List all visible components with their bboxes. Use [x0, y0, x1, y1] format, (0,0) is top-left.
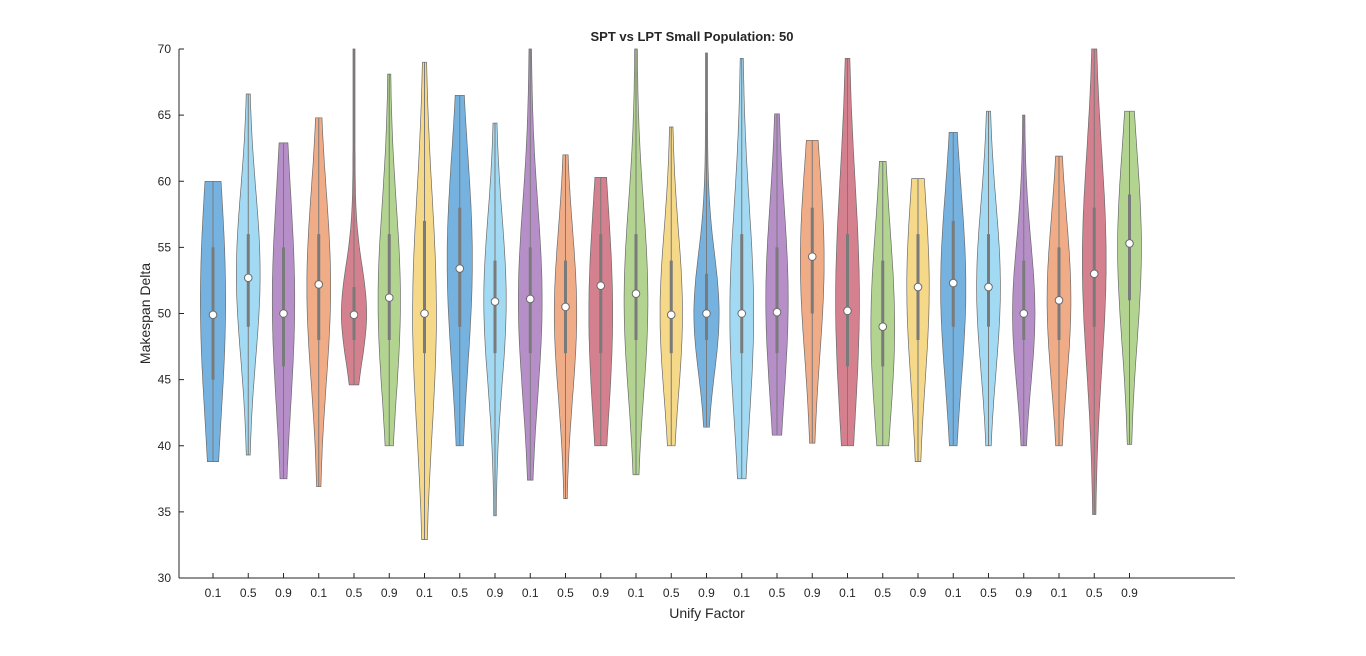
x-tick-label: 0.5 — [346, 586, 363, 600]
x-tick-label: 0.9 — [275, 586, 292, 600]
violin-median-marker — [525, 294, 535, 304]
y-tick-label: 60 — [158, 174, 172, 188]
x-tick-label: 0.9 — [804, 586, 821, 600]
violin-median-marker — [420, 309, 429, 318]
chart-title: SPT vs LPT Small Population: 50 — [591, 29, 794, 44]
violin-median-marker — [1089, 269, 1099, 279]
violin-median-marker — [1019, 309, 1029, 318]
violin-median-marker — [243, 273, 253, 283]
violin-median-marker — [1125, 239, 1134, 248]
violin-iqr-box — [669, 260, 673, 354]
y-tick-label: 70 — [158, 42, 172, 56]
violin-median-marker — [913, 282, 923, 292]
violin-median-marker — [561, 302, 570, 312]
y-tick-label: 30 — [158, 571, 172, 585]
violin-median-marker — [878, 322, 888, 332]
violin-median-marker — [702, 309, 711, 318]
x-tick-label: 0.1 — [839, 586, 856, 600]
y-tick-label: 40 — [158, 439, 172, 453]
violin-median-marker — [737, 309, 747, 318]
violin-iqr-box — [1092, 207, 1096, 327]
x-tick-label: 0.1 — [522, 586, 539, 600]
violin-iqr-box — [705, 273, 708, 340]
x-tick-label: 0.9 — [592, 586, 609, 600]
x-tick-label: 0.1 — [628, 586, 645, 600]
violin-iqr-box — [423, 220, 426, 354]
violins-layer — [200, 48, 1142, 540]
violin-iqr-box — [846, 234, 849, 367]
x-axis-label: Unify Factor — [669, 605, 745, 621]
x-tick-label: 0.5 — [557, 586, 574, 600]
x-tick-label: 0.1 — [310, 586, 327, 600]
violin-iqr-box — [387, 234, 391, 340]
x-tick-label: 0.9 — [698, 586, 715, 600]
y-tick-label: 55 — [158, 240, 172, 254]
x-tick-label: 0.9 — [487, 586, 504, 600]
violin-iqr-box — [881, 260, 885, 367]
y-tick-label: 50 — [158, 307, 172, 321]
violin-median-marker — [490, 297, 500, 306]
violin-median-marker — [349, 310, 359, 320]
violin-iqr-box — [987, 234, 990, 327]
violin-median-marker — [384, 293, 394, 302]
violin-iqr-box — [951, 220, 955, 327]
violin-median-marker — [666, 310, 676, 320]
violin-iqr-box — [599, 234, 603, 354]
violin-median-marker — [772, 307, 782, 317]
x-tick-label: 0.1 — [945, 586, 962, 600]
violin-median-marker — [984, 282, 993, 292]
violin-iqr-box — [1022, 260, 1026, 340]
y-tick-label: 35 — [158, 505, 172, 519]
x-tick-label: 0.1 — [416, 586, 433, 600]
violin-iqr-box — [493, 260, 497, 354]
x-tick-label: 0.5 — [1086, 586, 1103, 600]
x-tick-label: 0.5 — [874, 586, 891, 600]
violin-median-marker — [208, 310, 218, 320]
y-tick-label: 45 — [158, 373, 172, 387]
violin-median-marker — [596, 281, 606, 291]
y-axis-label: Makespan Delta — [137, 263, 153, 364]
x-tick-label: 0.1 — [733, 586, 750, 600]
violin-iqr-box — [775, 247, 779, 354]
x-tick-label: 0.1 — [205, 586, 222, 600]
violin-iqr-box — [740, 234, 744, 354]
x-tick-label: 0.9 — [1121, 586, 1138, 600]
violin-iqr-box — [634, 234, 638, 340]
x-tick-label: 0.5 — [240, 586, 257, 600]
violin-median-marker — [807, 252, 817, 261]
violin-iqr-box — [282, 247, 285, 367]
x-tick-label: 0.9 — [1015, 586, 1032, 600]
x-ticks: 0.1 0.5 0.9 0.1 0.5 0.9 0.1 0.5 0.9 0.1 0.5 0.9 0.1 0… — [205, 573, 1138, 600]
y-tick-label: 65 — [158, 108, 172, 122]
violin-median-marker — [843, 306, 852, 316]
x-tick-label: 0.5 — [769, 586, 786, 600]
violin-median-marker — [314, 280, 324, 289]
violin-median-marker — [279, 309, 288, 318]
violin-median-marker — [631, 289, 641, 298]
x-tick-label: 0.5 — [663, 586, 680, 600]
x-tick-label: 0.5 — [980, 586, 997, 600]
violin-median-marker — [1054, 295, 1064, 305]
violin-iqr-box — [1057, 247, 1061, 340]
violin-median-marker — [948, 278, 958, 288]
x-tick-label: 0.5 — [451, 586, 468, 600]
y-ticks: 30 35 40 45 50 55 60 65 70 — [158, 42, 184, 585]
violin-median-marker — [455, 264, 465, 273]
x-tick-label: 0.9 — [910, 586, 927, 600]
x-tick-label: 0.1 — [1051, 586, 1068, 600]
x-tick-label: 0.9 — [381, 586, 398, 600]
